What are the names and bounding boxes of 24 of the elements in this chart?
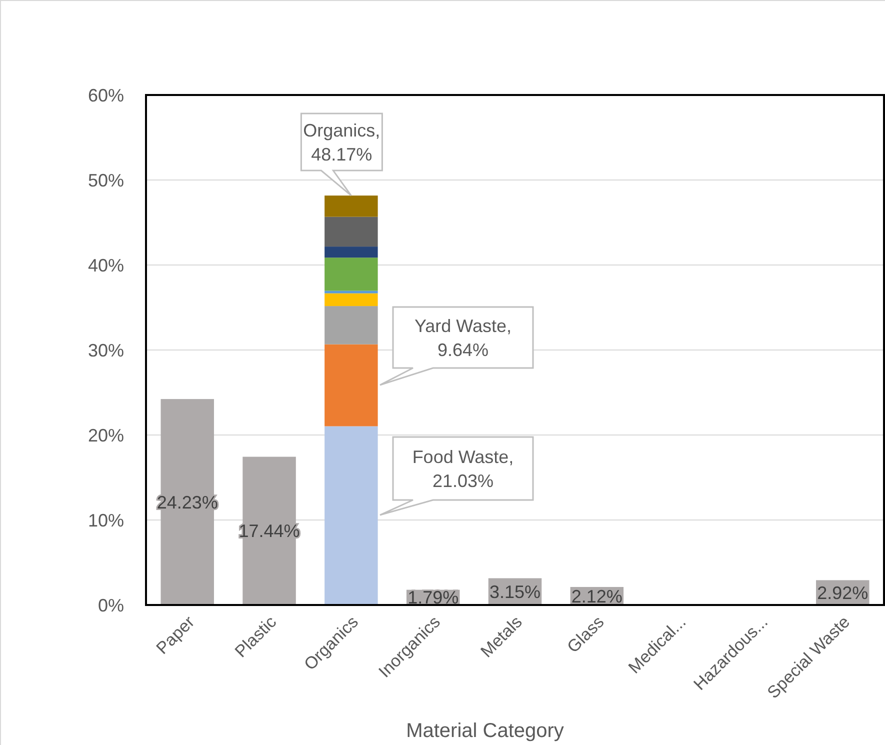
- bar: [324, 258, 378, 291]
- bar: [324, 196, 378, 217]
- data-label: 2.12%: [571, 586, 622, 606]
- bar: [324, 426, 378, 605]
- annotation: Food Waste, 21.03%: [412, 446, 514, 491]
- y-tick-label: 60%: [88, 85, 124, 106]
- annotation: Organics, 48.17%: [303, 120, 380, 164]
- y-tick-label: 20%: [88, 425, 124, 446]
- bar: [324, 290, 378, 294]
- y-tick-label: 30%: [88, 340, 124, 360]
- y-tick-label: 0%: [98, 595, 124, 616]
- bar: [324, 293, 378, 306]
- annotation: Yard Waste, 9.64%: [414, 316, 512, 360]
- bar: [324, 306, 378, 344]
- y-tick-label: 10%: [88, 510, 124, 530]
- bar: [324, 344, 378, 426]
- data-label: 1.79%: [408, 588, 459, 608]
- data-label: 2.92%: [817, 582, 868, 603]
- x-axis-title: Material Category: [406, 720, 564, 742]
- y-tick-label: 40%: [88, 255, 124, 276]
- bar: [324, 246, 378, 258]
- y-tick-label: 50%: [88, 170, 124, 190]
- data-label: 3.15%: [489, 582, 541, 602]
- bar: [324, 216, 378, 247]
